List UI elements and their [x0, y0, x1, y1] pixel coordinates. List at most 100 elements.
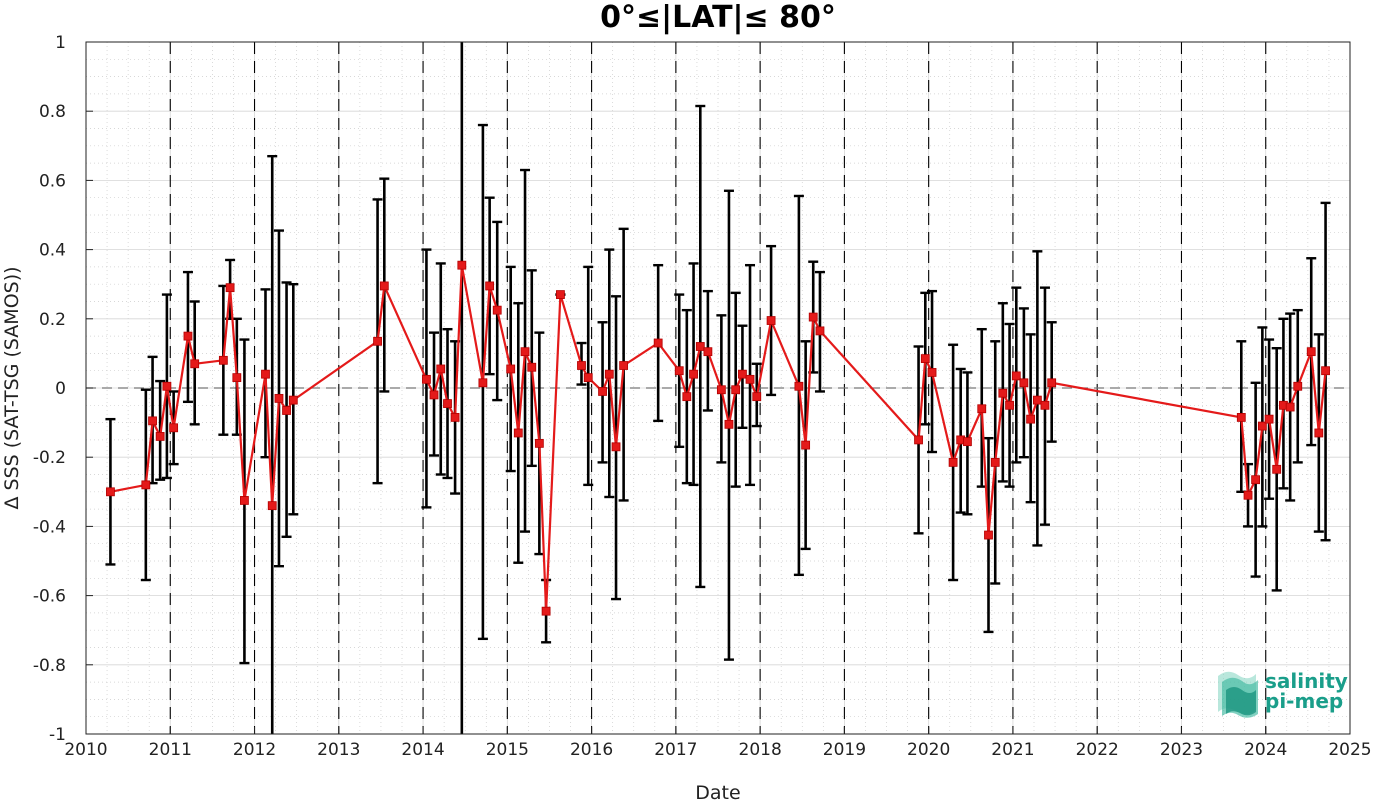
data-point-marker [274, 393, 284, 403]
data-point-marker [808, 312, 818, 322]
y-tick-label: -0.8 [33, 656, 66, 676]
data-point-marker [1040, 400, 1050, 410]
data-point-marker [106, 487, 115, 497]
data-point-marker [766, 316, 776, 325]
data-point-marker [948, 457, 958, 467]
data-point-marker [485, 281, 495, 291]
data-point-marker [1047, 378, 1057, 388]
data-point-marker [436, 364, 446, 374]
y-tick-label: -0.6 [33, 587, 66, 607]
data-point-marker [288, 395, 298, 405]
data-point-marker [674, 366, 684, 376]
data-point-marker [240, 496, 249, 505]
data-point-marker [738, 369, 747, 379]
x-tick-label: 2025 [1328, 740, 1371, 760]
data-point-marker [1011, 371, 1021, 381]
data-point-marker [1026, 414, 1036, 424]
data-point-marker [1264, 414, 1274, 424]
x-tick-label: 2012 [233, 740, 276, 760]
data-point-marker [450, 413, 460, 422]
data-point-marker [611, 442, 621, 452]
y-tick-label: 0.4 [39, 241, 66, 261]
y-tick-label: 0 [55, 379, 66, 399]
data-point-marker [920, 354, 930, 363]
data-point-marker [527, 362, 537, 372]
data-point-marker [1257, 421, 1267, 431]
data-point-marker [1314, 428, 1324, 438]
data-point-marker [731, 385, 741, 395]
data-point-marker [604, 369, 614, 379]
data-point-marker [422, 374, 431, 384]
data-point-marker [1243, 490, 1253, 500]
y-axis-label: Δ SSS (SAT-TSG (SAMOS)) [1, 266, 23, 509]
data-point-marker [653, 338, 663, 348]
data-point-marker [927, 368, 937, 377]
data-point-marker [225, 283, 235, 293]
data-point-marker [1019, 378, 1029, 388]
logo-text-salinity: salinity [1265, 669, 1348, 693]
y-tick-label: -1 [49, 725, 66, 745]
data-point-marker [977, 404, 987, 414]
data-point-marker [1005, 400, 1014, 410]
y-tick-label: 0.6 [39, 171, 66, 191]
x-tick-label: 2011 [149, 740, 192, 760]
x-tick-label: 2019 [823, 740, 866, 760]
x-tick-label: 2023 [1160, 740, 1203, 760]
data-point-marker [478, 378, 488, 388]
data-point-marker [520, 347, 530, 357]
data-point-marker [752, 392, 762, 402]
x-tick-label: 2022 [1076, 740, 1119, 760]
data-point-marker [541, 606, 551, 616]
salinity-pi-mep-logo: salinity pi-mep [1218, 669, 1348, 718]
chart-title: 0°≤|LAT|≤ 80° [600, 0, 836, 35]
x-tick-label: 2021 [991, 740, 1034, 760]
data-point-marker [695, 342, 705, 351]
data-point-marker [218, 355, 228, 365]
y-tick-label: 0.2 [39, 310, 66, 330]
logo-text-pi-mep: pi-mep [1265, 689, 1343, 713]
x-axis-label: Date [695, 782, 740, 801]
data-point-marker [183, 331, 193, 341]
data-point-marker [598, 387, 607, 396]
data-point-marker [506, 364, 516, 374]
data-point-marker [429, 390, 439, 400]
y-tick-label: 0.8 [39, 102, 66, 122]
data-point-marker [577, 361, 586, 370]
x-tick-label: 2020 [907, 740, 950, 760]
y-axis-ticks: 1 0.8 0.6 0.4 0.2 0 -0.2 -0.4 -0.6 -0.8 -1 [33, 33, 93, 745]
data-point-marker [556, 290, 565, 299]
data-point-marker [682, 392, 692, 402]
data-point-marker [583, 373, 593, 383]
data-point-marker [716, 385, 726, 395]
data-point-marker [815, 326, 825, 336]
data-point-marker [1321, 366, 1330, 376]
data-point-marker [1272, 464, 1282, 474]
data-point-marker [1293, 381, 1303, 391]
data-point-marker [261, 369, 270, 379]
minor-grid [86, 42, 1350, 734]
x-tick-label: 2013 [317, 740, 360, 760]
x-tick-label: 2024 [1244, 740, 1287, 760]
data-point-marker [373, 336, 382, 346]
y-tick-label: -0.4 [33, 517, 66, 537]
data-point-marker [724, 419, 734, 429]
data-point-marker [282, 406, 291, 415]
x-tick-label: 2016 [570, 740, 613, 760]
x-tick-label: 2015 [486, 740, 529, 760]
data-point-marker [162, 381, 172, 391]
x-tick-label: 2018 [739, 740, 782, 760]
data-point-marker [914, 435, 923, 445]
data-point-marker [1236, 413, 1246, 422]
data-point-marker [1251, 475, 1261, 485]
data-point-marker [148, 416, 157, 426]
y-tick-label: -0.2 [33, 448, 66, 468]
x-tick-label: 2010 [64, 740, 107, 760]
data-point-marker [534, 438, 544, 448]
data-point-marker [1285, 402, 1295, 412]
data-point-marker [155, 432, 165, 441]
data-point-marker [745, 374, 755, 384]
data-point-marker [513, 428, 523, 438]
x-tick-label: 2014 [401, 740, 444, 760]
data-markers [106, 260, 1330, 616]
